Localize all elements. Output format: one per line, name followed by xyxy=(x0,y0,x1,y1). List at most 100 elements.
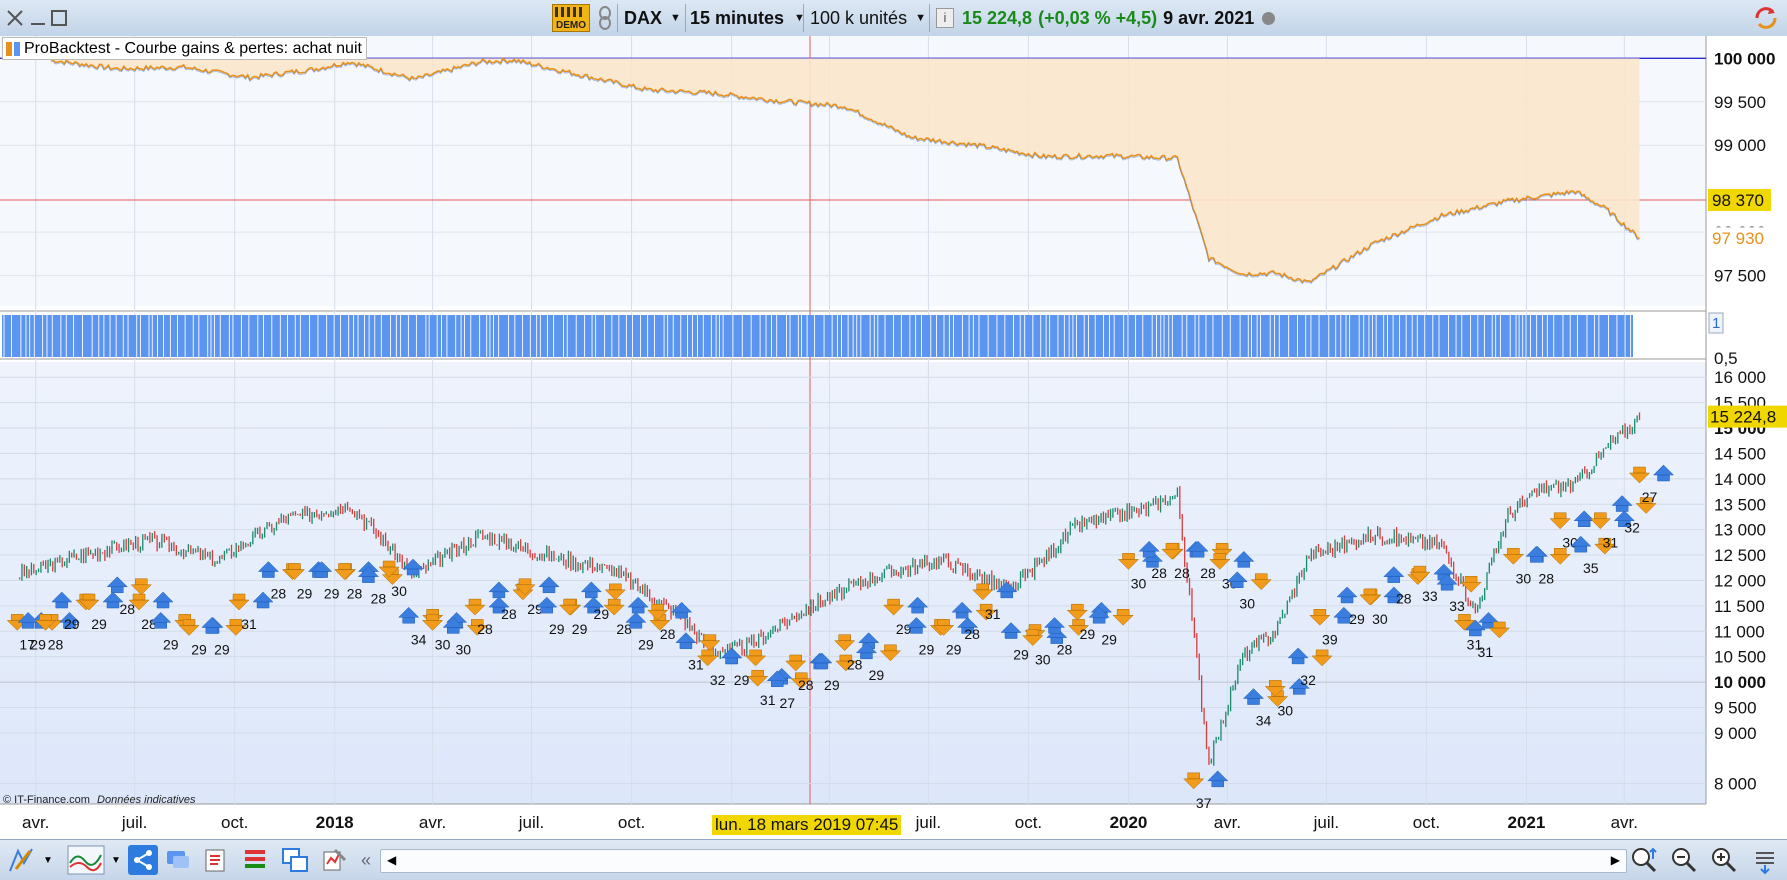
sell-arrow-icon xyxy=(283,563,306,580)
signal-label: 29 xyxy=(638,636,654,652)
sell-arrow-icon xyxy=(1628,466,1651,484)
time-axis-label: oct. xyxy=(221,813,248,832)
instrument-selector[interactable]: DAX ▼ xyxy=(624,4,681,32)
refresh-icon[interactable] xyxy=(1752,4,1780,32)
sell-arrow-icon xyxy=(699,634,721,652)
signal-label: 28 xyxy=(964,626,980,642)
time-axis-label: avr. xyxy=(419,813,446,832)
time-axis-label: juil. xyxy=(915,813,942,832)
footer-credit: © IT-Finance.com Données indicatives xyxy=(3,794,195,806)
demo-badge: DEMO xyxy=(552,4,590,32)
last-equity-label: 97 930 xyxy=(1712,229,1764,248)
buy-arrow-icon xyxy=(252,591,274,609)
buy-arrow-icon xyxy=(855,642,878,660)
sell-arrow-icon xyxy=(604,583,626,601)
buy-arrow-icon xyxy=(957,617,979,634)
minimize-icon[interactable] xyxy=(30,4,46,32)
buy-arrow-icon xyxy=(627,596,649,614)
multi-window-icon[interactable] xyxy=(280,845,310,875)
quote-date: 9 avr. 2021 xyxy=(1163,7,1255,28)
zoom-fit-icon[interactable] xyxy=(1629,845,1659,875)
buy-arrow-icon xyxy=(766,670,788,688)
signal-label: 28 xyxy=(501,606,517,622)
zoom-out-icon[interactable] xyxy=(1669,845,1699,875)
sell-arrow-icon xyxy=(78,593,100,611)
signal-label: 28 xyxy=(660,626,676,642)
signal-label: 32 xyxy=(710,672,726,688)
buy-arrow-icon xyxy=(257,561,280,578)
maximize-icon[interactable] xyxy=(50,4,68,32)
order-list-icon[interactable] xyxy=(200,845,230,875)
comment-icon[interactable] xyxy=(163,845,193,875)
chevron-down-icon: ▼ xyxy=(794,12,805,24)
signal-label: 30 xyxy=(1277,702,1293,718)
strategy-icon-blue xyxy=(14,41,20,56)
sell-arrow-icon xyxy=(1589,512,1611,530)
buy-arrow-icon xyxy=(1288,678,1310,695)
time-axis-label: oct. xyxy=(618,813,645,832)
units-selector[interactable]: 100 k unités ▼ xyxy=(810,4,926,32)
buy-arrow-icon xyxy=(811,652,833,670)
scroll-far-left-icon[interactable]: « xyxy=(360,849,371,870)
dax-tick-label: 10 000 xyxy=(1714,673,1766,692)
backtest-tool-icon[interactable] xyxy=(320,845,350,875)
sell-arrow-icon xyxy=(790,672,812,690)
buy-arrow-icon xyxy=(1138,540,1160,558)
sell-arrow-icon xyxy=(1022,629,1044,646)
buy-arrow-icon xyxy=(1187,540,1209,558)
equity-line-shadow xyxy=(50,59,1640,285)
buy-arrow-icon xyxy=(1383,566,1405,583)
zoom-in-icon[interactable] xyxy=(1709,845,1739,875)
sell-arrow-icon xyxy=(747,669,769,687)
chevron-down-icon[interactable]: ▼ xyxy=(111,854,121,866)
buy-arrow-icon xyxy=(1333,606,1355,624)
equity-tick-label: 99 500 xyxy=(1714,93,1766,112)
indicators-icon[interactable] xyxy=(66,845,106,875)
signal-label: 28 xyxy=(119,601,135,617)
buy-arrow-icon xyxy=(442,617,464,634)
signal-label: 28 xyxy=(371,591,387,607)
buy-arrow-icon xyxy=(1336,586,1358,604)
link-icon[interactable] xyxy=(596,4,614,32)
time-axis-label: 2018 xyxy=(316,813,354,832)
horizontal-scrollbar[interactable]: ◀ ▶ xyxy=(380,849,1627,873)
timeframe-selector[interactable]: 15 minutes ▼ xyxy=(690,4,805,32)
sell-arrow-icon xyxy=(883,598,905,616)
sell-arrow-icon xyxy=(1488,621,1510,639)
signal-label: 30 xyxy=(1372,611,1388,627)
dax-tick-label: 14 000 xyxy=(1714,470,1766,489)
hline-badge xyxy=(1708,188,1771,211)
signal-label: 31 xyxy=(241,616,257,632)
dax-tick-label: 12 500 xyxy=(1714,546,1766,565)
signal-label: 30 xyxy=(391,583,407,599)
signal-label: 29 xyxy=(594,606,610,622)
sell-arrow-icon xyxy=(647,603,669,621)
sell-arrow-icon xyxy=(1502,548,1524,565)
scroll-left-icon[interactable]: ◀ xyxy=(387,853,397,867)
orderbook-icon[interactable] xyxy=(240,845,270,875)
time-axis-label: juil. xyxy=(1313,813,1340,832)
drawing-tools-icon[interactable] xyxy=(6,845,36,875)
buy-arrow-icon xyxy=(1436,573,1458,591)
signal-label: 29 xyxy=(30,636,46,652)
signal-label: 29 xyxy=(734,672,750,688)
sell-arrow-icon xyxy=(421,614,444,631)
signal-label: 31 xyxy=(985,606,1001,622)
signal-label: 30 xyxy=(1516,570,1532,586)
signal-label: 33 xyxy=(1422,588,1438,604)
close-icon[interactable] xyxy=(6,4,24,32)
chevron-down-icon[interactable]: ▼ xyxy=(43,854,53,866)
dax-tick-label: 11 500 xyxy=(1714,597,1765,616)
scroll-to-end-icon[interactable] xyxy=(1750,845,1780,875)
equity-tick-label: 100 000 xyxy=(1714,49,1775,68)
equity-tick-label: 99 000 xyxy=(1714,136,1766,155)
signal-label: 28 xyxy=(1396,591,1412,607)
info-icon[interactable]: i xyxy=(936,4,954,32)
share-icon[interactable] xyxy=(128,845,158,875)
sell-arrow-icon xyxy=(1117,553,1140,570)
sell-arrow-icon xyxy=(1549,548,1571,565)
scroll-right-icon[interactable]: ▶ xyxy=(1610,853,1620,867)
